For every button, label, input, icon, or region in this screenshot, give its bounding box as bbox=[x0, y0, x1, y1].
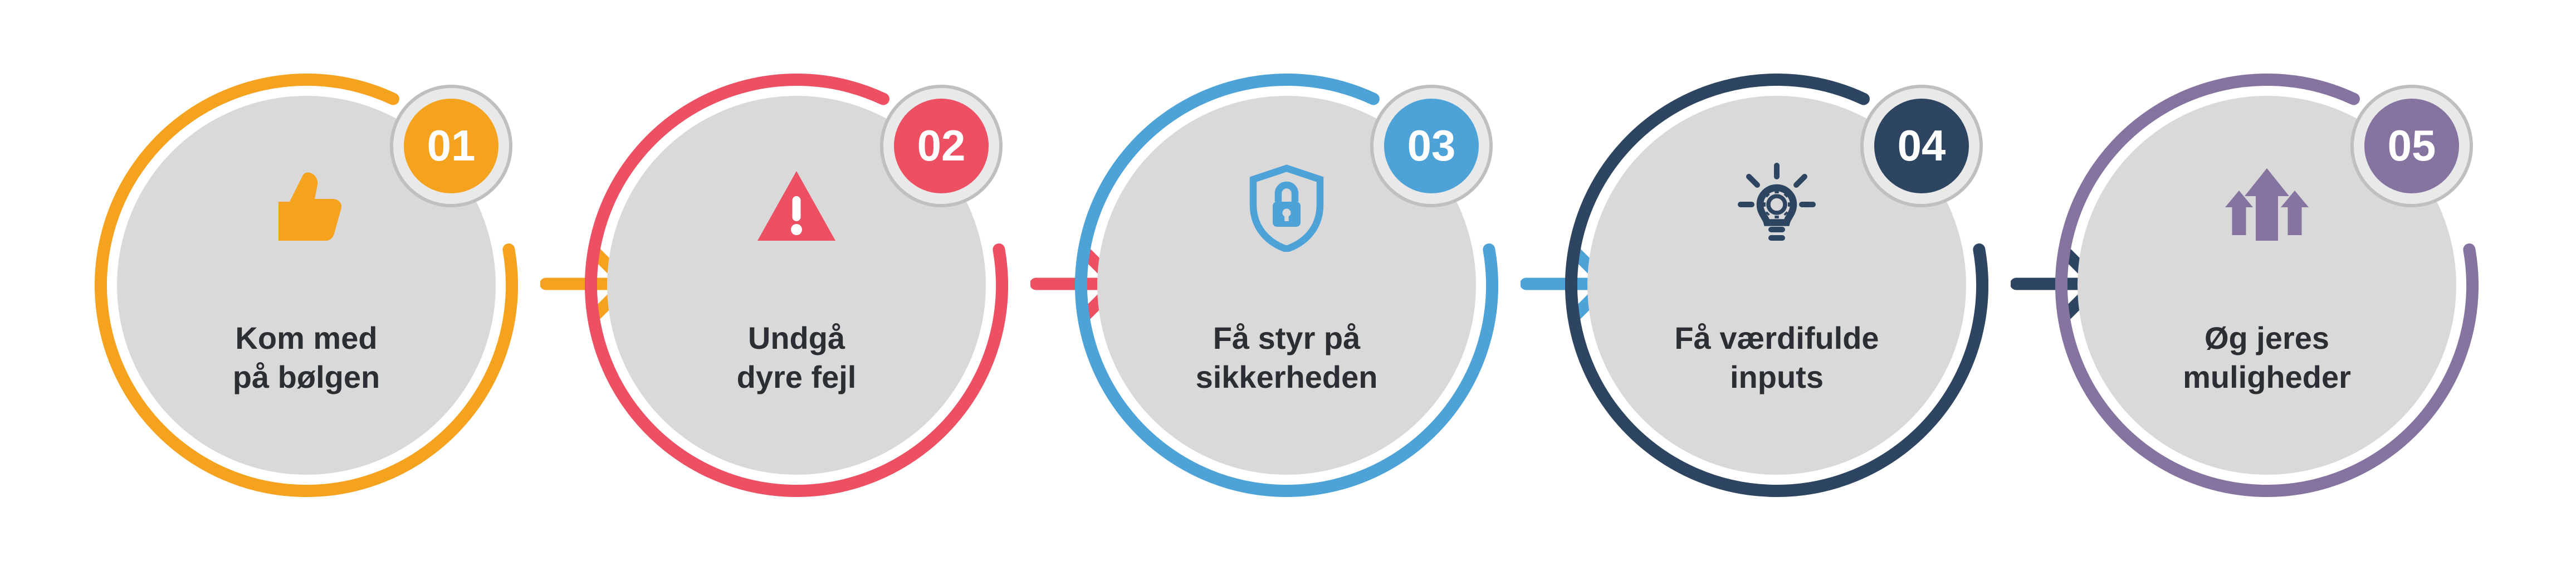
step-label-line2: inputs bbox=[1565, 358, 1988, 397]
step-badge-2: 02 bbox=[880, 85, 1003, 207]
step-1: Kom medpå bølgen 01 bbox=[95, 74, 518, 497]
step-badge-5: 05 bbox=[2350, 85, 2473, 207]
step-label-line2: muligheder bbox=[2055, 358, 2479, 397]
step-label-5: Øg jeresmuligheder bbox=[2055, 319, 2479, 397]
thumbs-up-icon bbox=[262, 163, 351, 255]
step-4: Få værdifuldeinputs 04 bbox=[1565, 74, 1988, 497]
step-label-line1: Undgå bbox=[585, 319, 1008, 358]
badge-number: 04 bbox=[1874, 99, 1969, 193]
step-label-line1: Øg jeres bbox=[2055, 319, 2479, 358]
step-label-line1: Kom med bbox=[95, 319, 518, 358]
shield-lock-icon bbox=[1242, 163, 1331, 255]
step-label-line1: Få styr på bbox=[1075, 319, 1498, 358]
step-badge-3: 03 bbox=[1370, 85, 1493, 207]
infographic-stage: Kom medpå bølgen 01 Undgådyre fejl 02 Få s… bbox=[0, 0, 2576, 570]
badge-number: 05 bbox=[2364, 99, 2459, 193]
step-label-line1: Få værdifulde bbox=[1565, 319, 1988, 358]
lightbulb-gear-icon bbox=[1732, 163, 1821, 255]
warning-icon bbox=[752, 163, 841, 255]
step-label-line2: dyre fejl bbox=[585, 358, 1008, 397]
step-2: Undgådyre fejl 02 bbox=[585, 74, 1008, 497]
step-3: Få styr påsikkerheden 03 bbox=[1075, 74, 1498, 497]
step-label-line2: på bølgen bbox=[95, 358, 518, 397]
step-badge-4: 04 bbox=[1860, 85, 1983, 207]
step-badge-1: 01 bbox=[390, 85, 512, 207]
step-label-3: Få styr påsikkerheden bbox=[1075, 319, 1498, 397]
badge-number: 02 bbox=[894, 99, 989, 193]
badge-number: 03 bbox=[1384, 99, 1479, 193]
arrows-up-icon bbox=[2222, 163, 2311, 255]
badge-number: 01 bbox=[404, 99, 498, 193]
step-label-1: Kom medpå bølgen bbox=[95, 319, 518, 397]
step-5: Øg jeresmuligheder 05 bbox=[2055, 74, 2479, 497]
step-label-line2: sikkerheden bbox=[1075, 358, 1498, 397]
step-label-2: Undgådyre fejl bbox=[585, 319, 1008, 397]
step-label-4: Få værdifuldeinputs bbox=[1565, 319, 1988, 397]
